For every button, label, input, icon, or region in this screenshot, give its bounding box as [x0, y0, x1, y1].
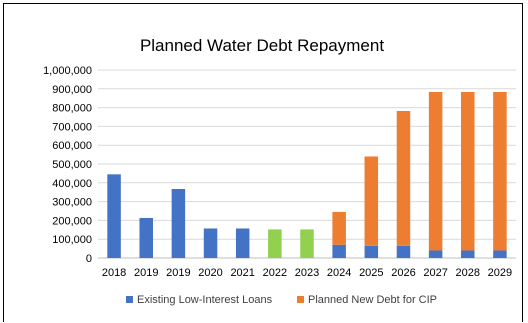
bar-existing-loans [332, 244, 346, 258]
y-tick-label: 900,000 [52, 84, 92, 96]
bar-existing-loans [235, 228, 250, 258]
legend-label-existing-loans: Existing Low-Interest Loans [137, 294, 273, 306]
x-tick-label: 2029 [488, 267, 512, 279]
bar-existing-loans [396, 245, 411, 258]
bar-existing-loans [428, 250, 443, 258]
x-tick-label: 2021 [230, 267, 254, 279]
bar-planned-new-debt [364, 156, 379, 246]
y-tick-label: 200,000 [52, 215, 92, 227]
x-tick-label: 2022 [263, 267, 287, 279]
x-tick-label: 2019 [134, 267, 158, 279]
legend-swatch-existing-loans [126, 296, 133, 303]
x-axis: 2018 2019 2019 2020 2021 2022 2023 2024 2025 2026… [102, 267, 512, 279]
bar-planned-new-debt [396, 110, 411, 246]
bar-planned-new-debt [332, 211, 346, 245]
legend-swatch-planned-new-debt [297, 296, 304, 303]
bar-highlight [300, 229, 314, 258]
chart-frame: Planned Water Debt Repayment 0 100,000 200… [3, 3, 523, 322]
y-tick-label: 700,000 [52, 121, 92, 133]
y-tick-label: 800,000 [52, 103, 92, 115]
gridlines [98, 69, 516, 259]
bar-existing-loans [107, 174, 121, 258]
y-tick-label: 100,000 [52, 234, 92, 246]
legend: Existing Low-Interest Loans Planned New D… [126, 294, 437, 306]
y-tick-label: 500,000 [52, 159, 92, 171]
y-tick-label: 1,000,000 [43, 65, 92, 77]
x-tick-label: 2019 [166, 267, 190, 279]
chart-title: Planned Water Debt Repayment [140, 36, 384, 55]
bar-existing-loans [171, 189, 186, 258]
x-tick-label: 2018 [102, 267, 126, 279]
bar-existing-loans [139, 217, 153, 258]
y-axis: 0 100,000 200,000 300,000 400,000 500,000 600,… [43, 65, 92, 265]
x-tick-label: 2026 [391, 267, 415, 279]
x-tick-label: 2027 [423, 267, 447, 279]
x-tick-label: 2028 [456, 267, 480, 279]
x-tick-label: 2025 [359, 267, 383, 279]
x-tick-label: 2024 [327, 267, 351, 279]
x-tick-label: 2020 [198, 267, 222, 279]
bar-existing-loans [364, 245, 379, 258]
bar-highlight [268, 229, 282, 258]
bar-existing-loans [461, 250, 475, 258]
y-tick-label: 600,000 [52, 140, 92, 152]
y-tick-label: 0 [86, 253, 92, 265]
legend-label-planned-new-debt: Planned New Debt for CIP [308, 294, 437, 306]
y-tick-label: 400,000 [52, 178, 92, 190]
x-tick-label: 2023 [295, 267, 319, 279]
bar-planned-new-debt [461, 91, 475, 251]
bar-planned-new-debt [428, 91, 443, 251]
bar-existing-loans [203, 228, 218, 258]
bar-planned-new-debt [493, 91, 507, 251]
bar-chart: Planned Water Debt Repayment 0 100,000 200… [43, 36, 516, 306]
bars [107, 91, 507, 258]
bar-existing-loans [493, 250, 507, 258]
y-tick-label: 300,000 [52, 197, 92, 209]
